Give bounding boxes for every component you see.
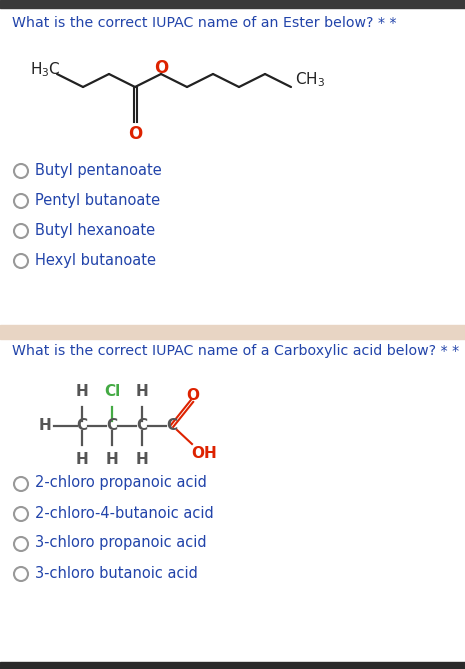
Text: Pentyl butanoate: Pentyl butanoate [35, 193, 160, 207]
Text: O: O [186, 387, 199, 403]
Bar [0, 0, 465, 8]
Text: H$_3$C: H$_3$C [30, 61, 60, 80]
Text: H: H [76, 384, 88, 399]
Text: H: H [106, 452, 119, 467]
Text: C: C [106, 419, 118, 434]
Bar [0, 662, 465, 669]
Text: 3-chloro propanoic acid: 3-chloro propanoic acid [35, 535, 206, 551]
Text: Butyl hexanoate: Butyl hexanoate [35, 223, 155, 237]
Text: 2-chloro-4-butanoic acid: 2-chloro-4-butanoic acid [35, 506, 214, 520]
Text: CH$_3$: CH$_3$ [295, 71, 325, 90]
Text: 2-chloro propanoic acid: 2-chloro propanoic acid [35, 476, 207, 490]
Text: What is the correct IUPAC name of an Ester below? * *: What is the correct IUPAC name of an Est… [12, 16, 397, 30]
Text: C: C [136, 419, 147, 434]
Text: OH: OH [191, 446, 217, 460]
Text: 3-chloro butanoic acid: 3-chloro butanoic acid [35, 565, 198, 581]
Text: C: C [166, 419, 178, 434]
Text: Hexyl butanoate: Hexyl butanoate [35, 252, 156, 268]
Text: Butyl pentanoate: Butyl pentanoate [35, 163, 162, 177]
Text: H: H [136, 384, 148, 399]
Text: C: C [76, 419, 87, 434]
Text: Cl: Cl [104, 384, 120, 399]
Text: O: O [154, 59, 168, 77]
Text: O: O [128, 125, 142, 143]
Text: H: H [76, 452, 88, 467]
Text: H: H [38, 419, 51, 434]
Text: H: H [136, 452, 148, 467]
Bar [0, 325, 465, 339]
Text: What is the correct IUPAC name of a Carboxylic acid below? * *: What is the correct IUPAC name of a Carb… [12, 344, 459, 358]
